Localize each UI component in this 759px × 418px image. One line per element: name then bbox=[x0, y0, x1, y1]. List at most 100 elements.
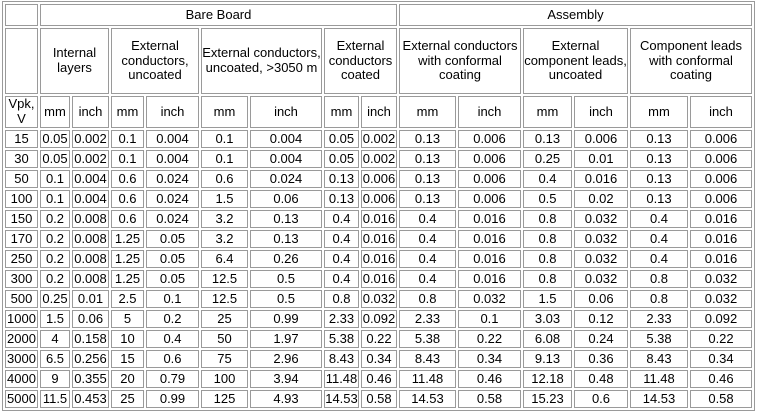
value-cell: 0.024 bbox=[146, 210, 199, 228]
value-cell: 0.256 bbox=[72, 350, 109, 368]
value-cell: 3.2 bbox=[201, 230, 248, 248]
table-row: 3000 6.5 0.256 15 0.6 75 2.96 8.43 0.34 8.43 0.34 9… bbox=[5, 350, 752, 368]
value-cell: 0.032 bbox=[574, 250, 628, 268]
value-cell: 14.53 bbox=[399, 390, 456, 408]
value-cell: 0.004 bbox=[250, 130, 322, 148]
value-cell: 0.05 bbox=[146, 270, 199, 288]
column-group-header-row: Internal layers External conductors, unco… bbox=[5, 28, 752, 94]
unit-header-mm: mm bbox=[523, 96, 572, 128]
value-cell: 0.004 bbox=[72, 170, 109, 188]
voltage-cell: 170 bbox=[5, 230, 38, 248]
value-cell: 0.8 bbox=[523, 250, 572, 268]
value-cell: 5 bbox=[111, 310, 144, 328]
value-cell: 0.8 bbox=[523, 230, 572, 248]
value-cell: 0.002 bbox=[361, 150, 397, 168]
value-cell: 0.99 bbox=[146, 390, 199, 408]
value-cell: 0.01 bbox=[72, 290, 109, 308]
value-cell: 1.5 bbox=[201, 190, 248, 208]
value-cell: 0.13 bbox=[630, 170, 688, 188]
value-cell: 0.13 bbox=[630, 130, 688, 148]
voltage-header: Vpk, V bbox=[5, 96, 38, 128]
value-cell: 4.93 bbox=[250, 390, 322, 408]
value-cell: 25 bbox=[201, 310, 248, 328]
table-row: 2000 4 0.158 10 0.4 50 1.97 5.38 0.22 5.38 0.22 6.0… bbox=[5, 330, 752, 348]
unit-header-mm: mm bbox=[399, 96, 456, 128]
value-cell: 0.22 bbox=[690, 330, 752, 348]
value-cell: 0.4 bbox=[399, 210, 456, 228]
value-cell: 0.8 bbox=[523, 270, 572, 288]
value-cell: 0.006 bbox=[690, 190, 752, 208]
table-row: 5000 11.5 0.453 25 0.99 125 4.93 14.53 0.58 14.53… bbox=[5, 390, 752, 408]
table-row: 15 0.05 0.002 0.1 0.004 0.1 0.004 0.05 0.002 0.13… bbox=[5, 130, 752, 148]
conductor-spacing-table: Bare Board Assembly Internal layers Exter… bbox=[2, 1, 755, 411]
value-cell: 25 bbox=[111, 390, 144, 408]
value-cell: 0.5 bbox=[250, 270, 322, 288]
unit-header-inch: inch bbox=[250, 96, 322, 128]
value-cell: 0.6 bbox=[574, 390, 628, 408]
value-cell: 0.008 bbox=[72, 230, 109, 248]
value-cell: 0.24 bbox=[574, 330, 628, 348]
value-cell: 0.46 bbox=[361, 370, 397, 388]
value-cell: 100 bbox=[201, 370, 248, 388]
value-cell: 75 bbox=[201, 350, 248, 368]
value-cell: 0.13 bbox=[630, 150, 688, 168]
value-cell: 0.453 bbox=[72, 390, 109, 408]
value-cell: 0.13 bbox=[399, 190, 456, 208]
value-cell: 0.004 bbox=[250, 150, 322, 168]
unit-header-inch: inch bbox=[458, 96, 521, 128]
value-cell: 0.016 bbox=[361, 210, 397, 228]
value-cell: 0.032 bbox=[690, 290, 752, 308]
value-cell: 0.032 bbox=[458, 290, 521, 308]
voltage-cell: 150 bbox=[5, 210, 38, 228]
value-cell: 0.355 bbox=[72, 370, 109, 388]
value-cell: 4 bbox=[40, 330, 70, 348]
value-cell: 0.4 bbox=[324, 250, 359, 268]
value-cell: 2.33 bbox=[630, 310, 688, 328]
value-cell: 5.38 bbox=[399, 330, 456, 348]
value-cell: 0.1 bbox=[201, 130, 248, 148]
value-cell: 0.002 bbox=[72, 150, 109, 168]
voltage-cell: 100 bbox=[5, 190, 38, 208]
value-cell: 0.032 bbox=[574, 210, 628, 228]
value-cell: 0.016 bbox=[361, 250, 397, 268]
unit-header-inch: inch bbox=[146, 96, 199, 128]
table-row: 500 0.25 0.01 2.5 0.1 12.5 0.5 0.8 0.032 0.8 0.032… bbox=[5, 290, 752, 308]
value-cell: 5.38 bbox=[324, 330, 359, 348]
value-cell: 0.2 bbox=[40, 270, 70, 288]
value-cell: 12.5 bbox=[201, 290, 248, 308]
value-cell: 0.79 bbox=[146, 370, 199, 388]
value-cell: 5.38 bbox=[630, 330, 688, 348]
value-cell: 0.4 bbox=[399, 270, 456, 288]
value-cell: 0.008 bbox=[72, 210, 109, 228]
value-cell: 0.008 bbox=[72, 270, 109, 288]
value-cell: 0.002 bbox=[361, 130, 397, 148]
value-cell: 0.004 bbox=[146, 150, 199, 168]
value-cell: 0.4 bbox=[399, 230, 456, 248]
value-cell: 0.016 bbox=[690, 210, 752, 228]
value-cell: 15 bbox=[111, 350, 144, 368]
value-cell: 0.032 bbox=[574, 270, 628, 288]
value-cell: 0.13 bbox=[399, 130, 456, 148]
value-cell: 6.5 bbox=[40, 350, 70, 368]
value-cell: 0.13 bbox=[399, 150, 456, 168]
column-group-header: Component leads with conformal coating bbox=[630, 28, 752, 94]
value-cell: 0.25 bbox=[40, 290, 70, 308]
value-cell: 0.13 bbox=[324, 190, 359, 208]
value-cell: 0.22 bbox=[458, 330, 521, 348]
corner-cell bbox=[5, 28, 38, 94]
value-cell: 0.05 bbox=[40, 150, 70, 168]
value-cell: 0.4 bbox=[146, 330, 199, 348]
value-cell: 0.05 bbox=[324, 150, 359, 168]
value-cell: 0.006 bbox=[690, 170, 752, 188]
value-cell: 11.5 bbox=[40, 390, 70, 408]
value-cell: 10 bbox=[111, 330, 144, 348]
value-cell: 0.006 bbox=[361, 170, 397, 188]
unit-header-mm: mm bbox=[324, 96, 359, 128]
value-cell: 9.13 bbox=[523, 350, 572, 368]
table-row: 300 0.2 0.008 1.25 0.05 12.5 0.5 0.4 0.016 0.4 0.0… bbox=[5, 270, 752, 288]
value-cell: 1.5 bbox=[523, 290, 572, 308]
value-cell: 0.158 bbox=[72, 330, 109, 348]
value-cell: 0.1 bbox=[201, 150, 248, 168]
unit-header-inch: inch bbox=[361, 96, 397, 128]
value-cell: 0.1 bbox=[111, 150, 144, 168]
